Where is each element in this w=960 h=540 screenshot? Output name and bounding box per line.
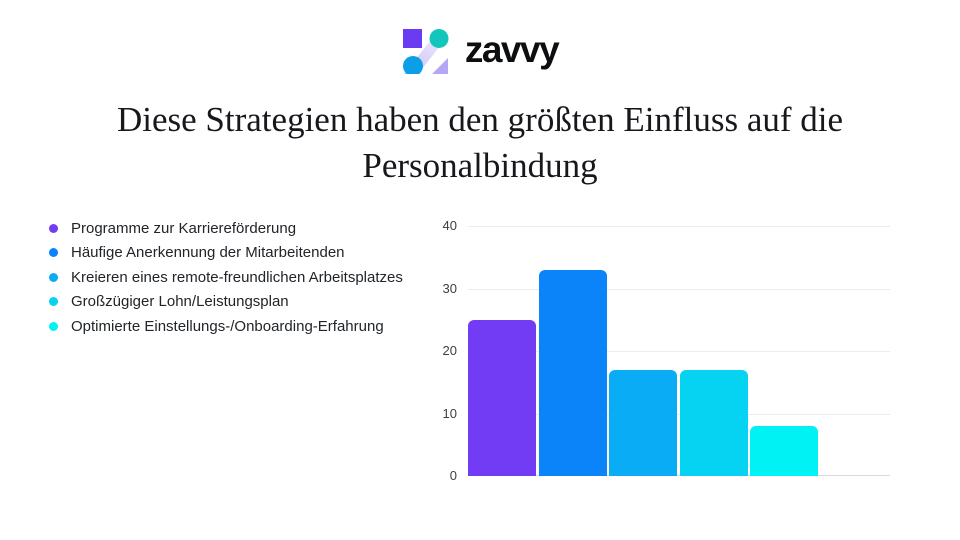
y-tick-label-0: 0 xyxy=(449,468,457,483)
bar-4 xyxy=(679,369,748,476)
logo-triangle xyxy=(431,58,448,74)
gridline-10 xyxy=(468,413,890,415)
legend-swatch-icon xyxy=(49,223,58,233)
brand-wordmark: zavvy xyxy=(464,29,560,70)
title-line-1: Diese Strategien haben den größten Einfl… xyxy=(116,100,844,139)
chart-legend: Programme zur Karriereförderung Häufige A… xyxy=(49,216,403,339)
legend-item-5: Optimierte Einstellungs-/Onboarding-Erfa… xyxy=(49,314,403,339)
title-line-2: Personalbindung xyxy=(362,146,598,185)
zavvy-logo-icon xyxy=(402,29,449,74)
x-axis-baseline xyxy=(468,475,890,476)
legend-item-4: Großzügiger Lohn/Leistungsplan xyxy=(49,290,403,315)
bar-5 xyxy=(750,426,818,476)
y-tick-label-10: 10 xyxy=(442,405,457,421)
gridline-40 xyxy=(468,226,890,227)
legend-swatch-icon xyxy=(49,297,58,307)
logo-square xyxy=(402,29,422,48)
legend-item-label: Programme zur Karriereförderung xyxy=(71,219,297,237)
legend-item-3: Kreieren eines remote-freundlichen Arbei… xyxy=(49,265,403,290)
legend-item-1: Programme zur Karriereförderung xyxy=(49,216,403,241)
y-tick-label-30: 30 xyxy=(442,280,457,296)
logo: zavvy xyxy=(0,26,960,74)
y-tick-label-40: 40 xyxy=(442,218,457,233)
legend-item-2: Häufige Anerkennung der Mitarbeitenden xyxy=(49,241,403,266)
y-tick-label-20: 20 xyxy=(442,343,457,358)
legend-item-label: Optimierte Einstellungs-/Onboarding-Erfa… xyxy=(71,317,384,335)
bar-1 xyxy=(468,319,536,476)
page-title: Diese Strategien haben den größten Einfl… xyxy=(0,97,960,189)
gridline-30 xyxy=(468,288,890,290)
bar-2 xyxy=(538,269,607,476)
bar-3 xyxy=(609,369,677,476)
legend-swatch-icon xyxy=(49,321,58,331)
legend-item-label: Großzügiger Lohn/Leistungsplan xyxy=(71,293,289,311)
legend-item-label: Kreieren eines remote-freundlichen Arbei… xyxy=(71,268,403,286)
legend-swatch-icon xyxy=(49,272,58,282)
logo-blue-circle xyxy=(402,56,423,74)
legend-swatch-icon xyxy=(49,248,58,258)
gridline-20 xyxy=(468,351,890,352)
legend-item-label: Häufige Anerkennung der Mitarbeitenden xyxy=(71,244,345,262)
plot-area xyxy=(468,226,890,476)
logo-teal-circle xyxy=(429,29,449,48)
